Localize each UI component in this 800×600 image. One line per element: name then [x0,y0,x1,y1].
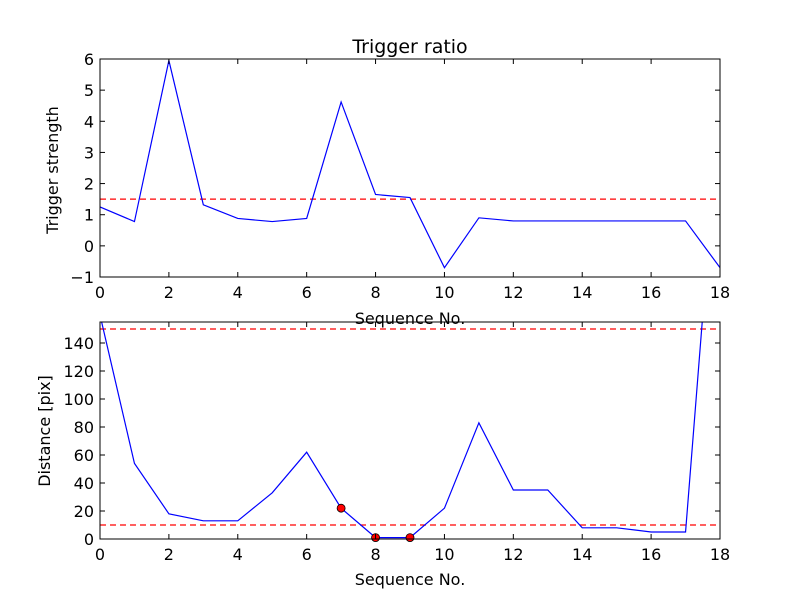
x-tick-label: 8 [370,545,380,564]
y-tick-label: 2 [84,175,94,194]
x-tick-label: 8 [370,283,380,302]
data-point-marker [336,503,346,513]
y-tick-label: 6 [84,50,94,69]
chart-title: Trigger ratio [351,36,467,58]
data-point-marker [405,533,415,542]
y-tick-label: 0 [84,530,94,549]
y-tick-label: 100 [63,390,94,409]
y-tick-label: 20 [74,502,94,521]
x-tick-label: 12 [503,283,523,302]
x-tick-label: 10 [434,545,454,564]
x-tick-label: 14 [572,283,592,302]
y-tick-label: 0 [84,237,94,256]
x-tick-label: 6 [302,545,312,564]
x-tick-label: 14 [572,545,592,564]
x-tick-label: 18 [710,283,730,302]
y-tick-label: 40 [74,474,94,493]
y-tick-label: 60 [74,446,94,465]
x-tick-label: 0 [95,545,105,564]
y-tick-label: 3 [84,143,94,162]
x-tick-label: 4 [233,283,243,302]
y-tick-label: 80 [74,418,94,437]
plot-area [100,60,720,269]
x-axis-label: Sequence No. [355,309,466,328]
y-tick-label: −1 [70,268,94,287]
y-tick-label: 5 [84,81,94,100]
x-tick-label: 2 [164,283,174,302]
x-tick-label: 12 [503,545,523,564]
x-axis-label: Sequence No. [355,570,466,589]
y-tick-label: 140 [63,334,94,353]
trigger-ratio-panel: Trigger ratio Sequence No. Trigger stren… [43,36,730,328]
x-tick-label: 4 [233,545,243,564]
y-axis-label: Distance [pix] [35,375,54,487]
y-tick-label: 120 [63,362,94,381]
x-tick-label: 16 [641,545,661,564]
x-tick-label: 2 [164,545,174,564]
axes-frame [99,321,721,540]
y-tick-label: 4 [84,112,94,131]
y-tick-label: 1 [84,206,94,225]
series-line [100,60,720,269]
y-axis-label: Trigger strength [43,106,62,235]
distance-panel: Sequence No. Distance [pix] 0 2 4 6 8 10 12 14 1… [35,321,730,589]
x-tick-label: 16 [641,283,661,302]
x-tick-label: 6 [302,283,312,302]
axes-frame [99,58,721,278]
x-tick-label: 18 [710,545,730,564]
x-tick-label: 0 [95,283,105,302]
x-tick-label: 10 [434,283,454,302]
